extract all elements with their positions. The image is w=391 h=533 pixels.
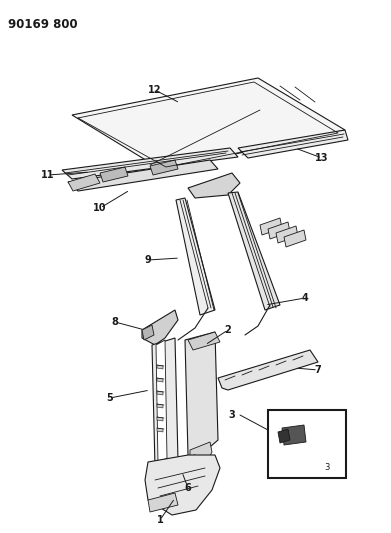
Polygon shape [278,429,290,443]
Polygon shape [157,417,163,421]
Polygon shape [228,192,280,310]
Polygon shape [68,160,218,191]
Polygon shape [190,442,212,468]
Text: 3: 3 [229,410,235,420]
Text: 4: 4 [301,293,308,303]
Text: 13: 13 [315,153,329,163]
Polygon shape [282,425,306,445]
Polygon shape [152,338,178,467]
Polygon shape [188,173,240,198]
Polygon shape [156,340,167,463]
Polygon shape [157,378,163,382]
Polygon shape [218,350,318,390]
Polygon shape [145,455,220,515]
Polygon shape [260,218,282,235]
Text: 3: 3 [325,463,330,472]
Text: 5: 5 [107,393,113,403]
Polygon shape [172,455,198,477]
Text: 1: 1 [157,515,163,525]
Circle shape [205,185,215,195]
Polygon shape [284,230,306,247]
Polygon shape [176,198,215,315]
Polygon shape [268,222,290,239]
Polygon shape [142,310,178,345]
Text: 90169 800: 90169 800 [8,18,78,31]
Circle shape [145,330,151,336]
Polygon shape [157,365,163,369]
Text: 7: 7 [315,365,321,375]
Polygon shape [142,325,154,340]
Text: 9: 9 [145,255,151,265]
Polygon shape [150,160,178,175]
Text: 12: 12 [148,85,162,95]
Text: 11: 11 [41,170,55,180]
Text: 8: 8 [111,317,118,327]
Polygon shape [157,428,163,432]
Polygon shape [157,404,163,408]
Polygon shape [148,493,178,512]
Polygon shape [68,174,100,191]
Polygon shape [157,391,163,395]
Polygon shape [276,226,298,243]
Text: 10: 10 [93,203,107,213]
Polygon shape [188,332,220,350]
Text: 2: 2 [224,325,231,335]
Polygon shape [100,167,128,182]
Polygon shape [62,148,238,179]
Polygon shape [185,332,218,460]
Polygon shape [72,78,345,170]
Polygon shape [178,464,192,482]
Polygon shape [238,130,348,158]
Text: 6: 6 [185,483,191,493]
Bar [268,410,346,478]
